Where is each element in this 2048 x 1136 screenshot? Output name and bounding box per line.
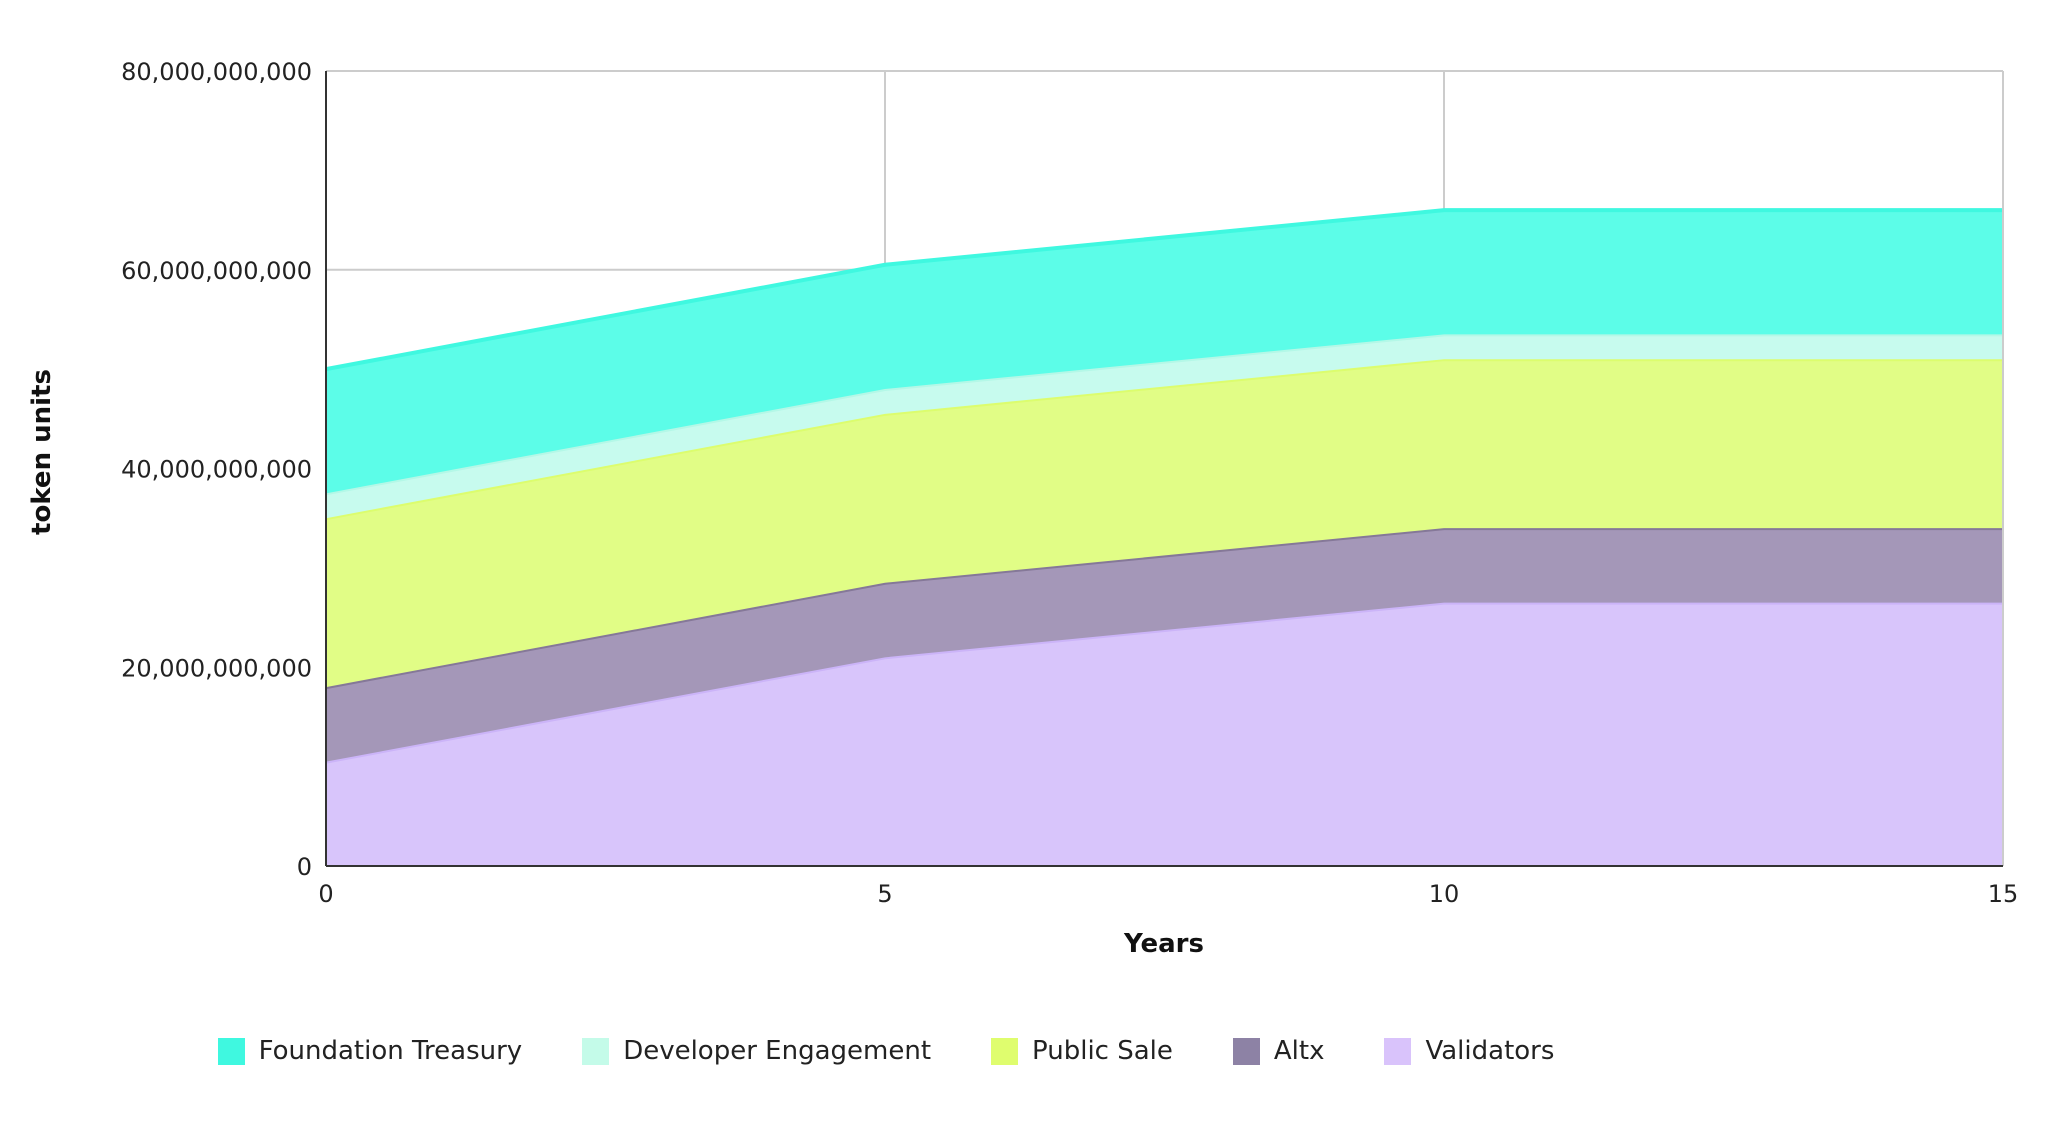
tick-labels: 0 20,000,000,000 40,000,000,000 60,000,000,… (121, 58, 2018, 908)
legend-label: Foundation Treasury (258, 1036, 523, 1066)
area-foundation-treasury (326, 210, 2003, 494)
x-tick-label: 15 (1988, 880, 2019, 908)
y-axis-title: token units (27, 369, 57, 535)
area-altx (326, 528, 2003, 762)
legend: Foundation Treasury Developer Engagement P… (0, 1036, 1772, 1066)
legend-item[interactable]: Foundation Treasury (217, 1036, 523, 1066)
legend-swatch (582, 1037, 610, 1065)
area-validators (326, 602, 2003, 866)
legend-swatch (1232, 1037, 1260, 1065)
y-tick-label: 80,000,000,000 (121, 58, 312, 86)
y-tick-label: 20,000,000,000 (121, 654, 312, 682)
legend-item[interactable]: Altx (1232, 1036, 1325, 1066)
legend-item[interactable]: Validators (1384, 1036, 1554, 1066)
line-foundation-treasury (325, 208, 2003, 372)
legend-swatch (1384, 1037, 1412, 1065)
legend-label: Public Sale (1032, 1036, 1173, 1066)
legend-item[interactable]: Public Sale (991, 1036, 1173, 1066)
axes (325, 70, 2004, 867)
legend-label: Validators (1425, 1036, 1555, 1066)
area-developer-engagement (326, 334, 2003, 519)
x-tick-label: 10 (1429, 880, 1460, 908)
line-developer-engagement (325, 332, 2003, 496)
y-tick-label: 0 (297, 853, 312, 881)
legend-label: Developer Engagement (623, 1036, 932, 1066)
y-tick-label: 40,000,000,000 (121, 456, 312, 484)
legend-swatch (217, 1037, 245, 1065)
legend-item[interactable]: Developer Engagement (582, 1036, 931, 1066)
x-axis-title: Years (1123, 929, 1204, 959)
y-tick-label: 60,000,000,000 (121, 257, 312, 285)
legend-label: Altx (1273, 1036, 1325, 1066)
legend-swatch (991, 1037, 1019, 1065)
x-tick-label: 5 (877, 880, 892, 908)
area-series-group (325, 208, 2003, 866)
line-public-sale (325, 357, 2003, 521)
x-tick-label: 0 (318, 880, 333, 908)
